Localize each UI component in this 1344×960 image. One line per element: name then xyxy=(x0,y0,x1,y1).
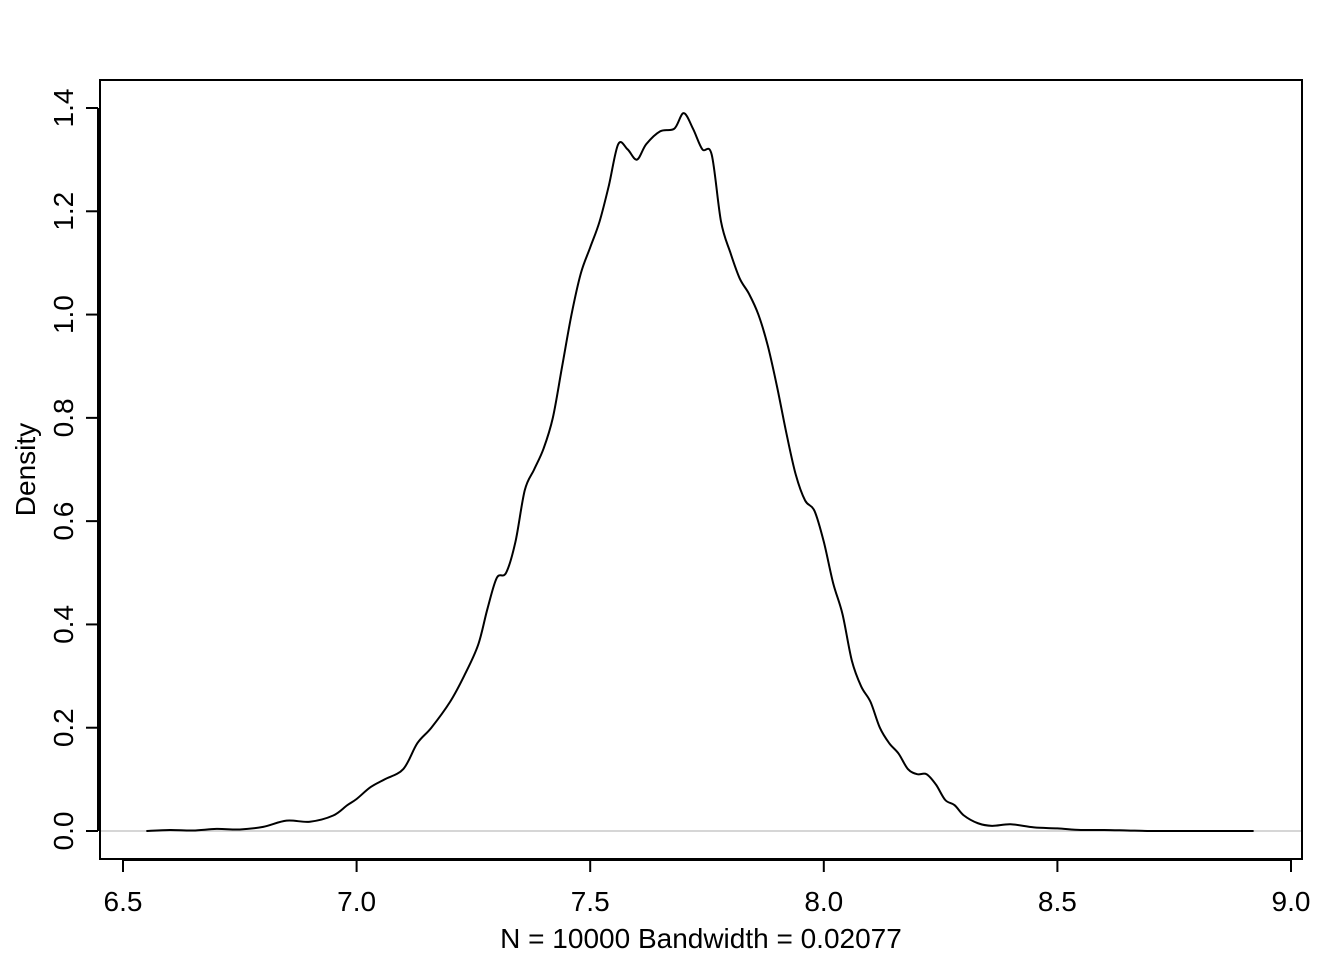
x-tick-label: 6.5 xyxy=(104,886,143,917)
y-tick-label: 1.2 xyxy=(48,192,79,231)
x-tick-label: 9.0 xyxy=(1272,886,1311,917)
y-tick-label: 0.0 xyxy=(48,812,79,851)
y-tick-label: 0.6 xyxy=(48,502,79,541)
y-tick-label: 0.2 xyxy=(48,708,79,747)
x-tick-label: 7.5 xyxy=(571,886,610,917)
y-tick-label: 0.4 xyxy=(48,605,79,644)
density-curve xyxy=(146,112,1254,833)
y-axis-title: Density xyxy=(10,423,41,516)
x-tick-label: 7.0 xyxy=(337,886,376,917)
x-tick-label: 8.0 xyxy=(804,886,843,917)
x-axis: 6.5 7.0 7.5 8.0 8.5 9.0 xyxy=(104,859,1311,917)
x-tick-label: 8.5 xyxy=(1038,886,1077,917)
y-axis: 0.0 0.2 0.4 0.6 0.8 1.0 1.2 1.4 xyxy=(48,89,99,851)
y-tick-label: 1.0 xyxy=(48,295,79,334)
x-axis-title: N = 10000 Bandwidth = 0.02077 xyxy=(500,923,902,954)
y-tick-label: 1.4 xyxy=(48,89,79,128)
y-tick-label: 0.8 xyxy=(48,398,79,437)
